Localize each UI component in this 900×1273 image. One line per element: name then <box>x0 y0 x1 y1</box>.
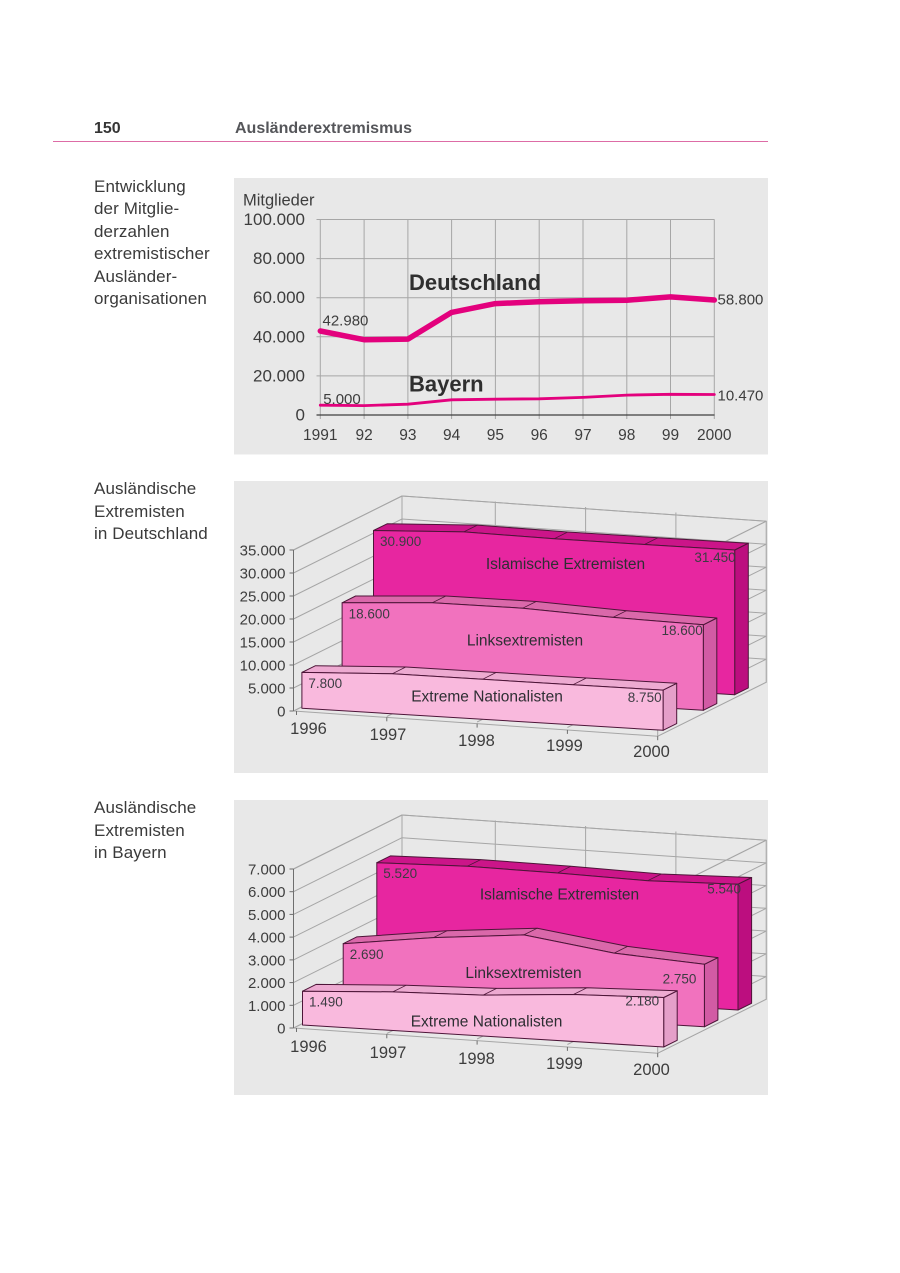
svg-text:1998: 1998 <box>458 1050 495 1068</box>
svg-text:97: 97 <box>574 427 591 444</box>
svg-text:20.000: 20.000 <box>253 366 305 385</box>
svg-text:5.000: 5.000 <box>323 391 361 408</box>
svg-text:30.900: 30.900 <box>380 534 421 549</box>
svg-text:60.000: 60.000 <box>253 288 305 307</box>
svg-text:2000: 2000 <box>633 743 670 761</box>
svg-text:1991: 1991 <box>303 427 337 444</box>
svg-text:100.000: 100.000 <box>243 210 304 229</box>
svg-text:15.000: 15.000 <box>239 635 285 652</box>
svg-text:0: 0 <box>277 704 285 721</box>
svg-text:1999: 1999 <box>546 1055 583 1073</box>
svg-text:1999: 1999 <box>546 737 583 755</box>
svg-text:80.000: 80.000 <box>253 249 305 268</box>
svg-text:18.600: 18.600 <box>348 606 389 621</box>
svg-text:20.000: 20.000 <box>239 612 285 629</box>
svg-text:1997: 1997 <box>369 1044 406 1062</box>
svg-text:Bayern: Bayern <box>409 371 484 396</box>
svg-text:Islamische Extremisten: Islamische Extremisten <box>485 556 644 573</box>
svg-text:5.000: 5.000 <box>247 907 285 924</box>
svg-text:10.000: 10.000 <box>239 658 285 675</box>
svg-text:10.470: 10.470 <box>717 388 763 405</box>
svg-text:Mitglieder: Mitglieder <box>243 192 315 210</box>
svg-text:7.000: 7.000 <box>247 862 285 879</box>
svg-text:1996: 1996 <box>290 720 327 738</box>
svg-text:2.750: 2.750 <box>662 971 696 986</box>
svg-text:98: 98 <box>618 427 635 444</box>
svg-text:25.000: 25.000 <box>239 589 285 606</box>
svg-text:2.690: 2.690 <box>349 947 383 962</box>
svg-text:1998: 1998 <box>458 732 495 750</box>
svg-text:Islamische Extremisten: Islamische Extremisten <box>479 887 638 904</box>
svg-text:40.000: 40.000 <box>253 327 305 346</box>
svg-text:Extreme Nationalisten: Extreme Nationalisten <box>411 689 563 706</box>
svg-text:1996: 1996 <box>290 1038 327 1056</box>
svg-text:31.450: 31.450 <box>694 550 735 565</box>
svg-text:5.000: 5.000 <box>247 681 285 698</box>
svg-text:58.800: 58.800 <box>717 292 763 309</box>
svg-text:0: 0 <box>277 1021 285 1038</box>
svg-text:99: 99 <box>661 427 678 444</box>
svg-text:30.000: 30.000 <box>239 566 285 583</box>
svg-text:2.000: 2.000 <box>247 975 285 992</box>
svg-text:42.980: 42.980 <box>322 313 368 330</box>
svg-text:1.000: 1.000 <box>247 998 285 1015</box>
svg-text:92: 92 <box>355 427 372 444</box>
svg-text:2.180: 2.180 <box>625 994 659 1009</box>
svg-text:2000: 2000 <box>697 427 732 444</box>
svg-text:1.490: 1.490 <box>309 995 343 1010</box>
svg-text:Linksextremisten: Linksextremisten <box>465 965 581 982</box>
svg-text:93: 93 <box>399 427 416 444</box>
svg-text:6.000: 6.000 <box>247 884 285 901</box>
svg-text:8.750: 8.750 <box>627 690 661 705</box>
svg-text:4.000: 4.000 <box>247 930 285 947</box>
svg-text:95: 95 <box>486 427 503 444</box>
svg-text:1997: 1997 <box>369 726 406 744</box>
svg-text:Linksextremisten: Linksextremisten <box>466 633 582 650</box>
svg-text:0: 0 <box>295 406 304 425</box>
svg-text:94: 94 <box>442 427 460 444</box>
svg-text:18.600: 18.600 <box>661 623 702 638</box>
svg-text:3.000: 3.000 <box>247 952 285 969</box>
svg-text:35.000: 35.000 <box>239 543 285 560</box>
svg-text:96: 96 <box>530 427 547 444</box>
svg-text:5.520: 5.520 <box>383 866 417 881</box>
svg-text:2000: 2000 <box>633 1061 670 1079</box>
svg-text:Deutschland: Deutschland <box>409 270 541 295</box>
svg-text:5.540: 5.540 <box>707 882 741 897</box>
svg-text:Extreme Nationalisten: Extreme Nationalisten <box>410 1014 562 1031</box>
svg-text:7.800: 7.800 <box>308 676 342 691</box>
